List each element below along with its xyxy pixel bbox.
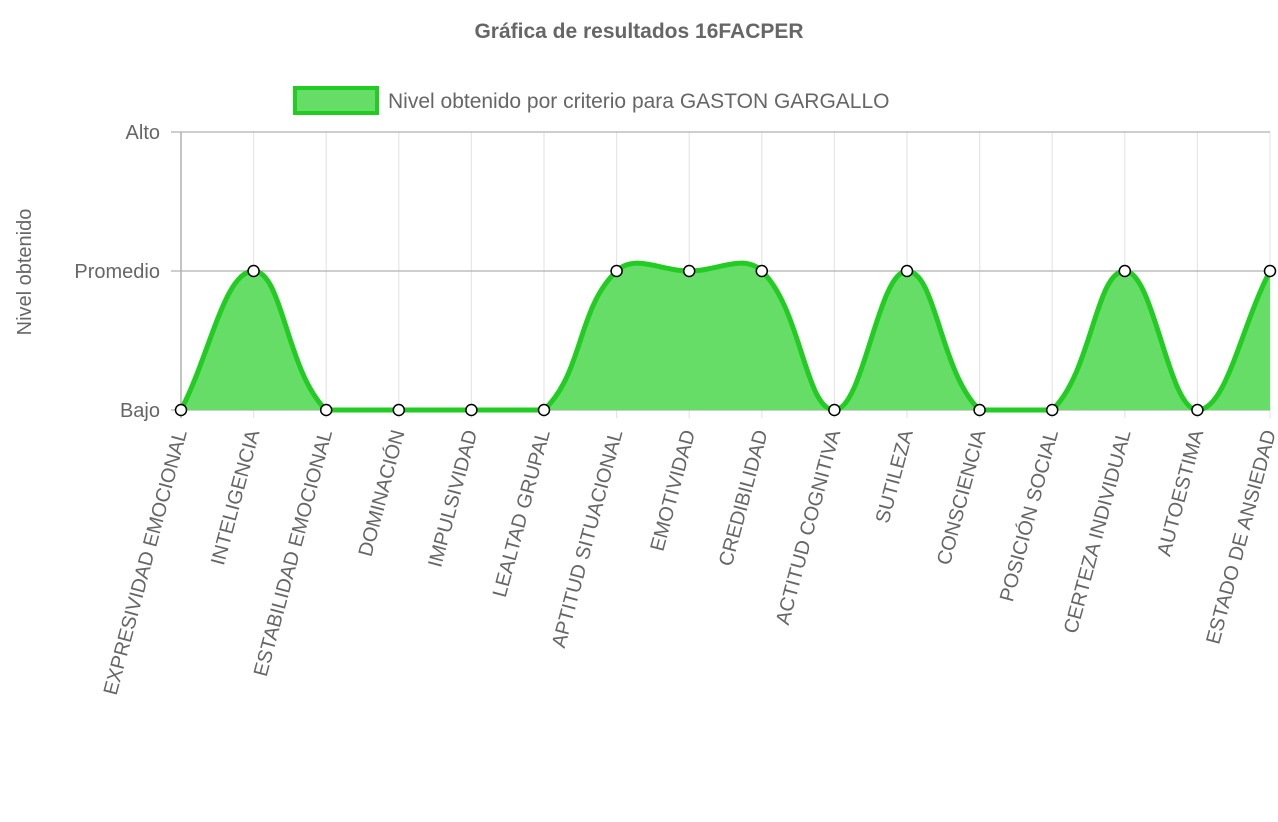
data-point[interactable] <box>465 403 478 417</box>
data-point[interactable] <box>610 264 623 278</box>
x-tick-label: IMPULSIVIDAD <box>424 428 482 570</box>
data-point[interactable] <box>1263 264 1277 278</box>
x-tick-label: ESTABILIDAD EMOCIONAL <box>250 428 337 679</box>
data-point[interactable] <box>537 403 551 417</box>
data-point[interactable] <box>828 403 841 417</box>
x-tick-layer: EXPRESIVIDAD EMOCIONAL INTELIGENCIAESTABI… <box>100 427 1278 697</box>
x-tick-label: DOMINACIÓN <box>354 427 410 559</box>
y-tick-label: Alto <box>126 122 160 144</box>
y-axis-title: Nivel obtenido <box>14 209 36 336</box>
x-tick-label: SUTILEZA <box>872 427 918 526</box>
x-tick-label: INTELIGENCIA <box>207 427 264 568</box>
data-point[interactable] <box>682 264 696 278</box>
x-tick-label: EXPRESIVIDAD EMOCIONAL <box>100 428 192 698</box>
x-tick-label: AUTOESTIMA <box>1153 427 1208 559</box>
data-point[interactable] <box>1045 403 1059 417</box>
y-tick-label: Promedio <box>74 261 160 283</box>
data-point[interactable] <box>392 403 406 417</box>
x-tick-label: CONSCIENCIA <box>933 427 990 568</box>
data-point[interactable] <box>1118 264 1132 278</box>
x-tick-label: LEALTAD GRUPAL <box>489 428 555 600</box>
series-line <box>178 260 1273 413</box>
data-point[interactable] <box>900 264 914 278</box>
x-tick-label: ACTITUD COGNITIVA <box>772 427 845 627</box>
area-layer <box>178 260 1273 413</box>
series-area-fill <box>181 263 1270 410</box>
x-tick-label: CERTEZA INDIVIDUAL <box>1060 428 1136 636</box>
data-point[interactable] <box>1191 403 1204 417</box>
data-point[interactable] <box>319 403 333 417</box>
legend[interactable]: Nivel obtenido por criterio para GASTON … <box>293 86 890 115</box>
chart-title: Gráfica de resultados 16FACPER <box>474 20 804 43</box>
x-tick-label: POSICIÓN SOCIAL <box>995 427 1063 604</box>
data-point[interactable] <box>174 403 188 417</box>
x-tick-label: ESTADO DE ANSIEDAD <box>1202 428 1278 647</box>
x-tick-label: EMOTIVIDAD <box>647 428 700 554</box>
legend-label[interactable]: Nivel obtenido por criterio para GASTON … <box>388 90 890 113</box>
data-point[interactable] <box>247 264 260 278</box>
y-tick-label: Bajo <box>120 400 160 422</box>
x-tick-label: APTITUD SITUACIONAL <box>548 428 627 651</box>
data-point[interactable] <box>973 403 986 417</box>
x-tick-label: CREDIBILIDAD <box>715 428 772 569</box>
y-tick-layer: Bajo Promedio Alto <box>74 122 160 422</box>
point-layer <box>174 264 1277 417</box>
data-point[interactable] <box>755 264 769 278</box>
legend-swatch[interactable] <box>293 86 379 115</box>
